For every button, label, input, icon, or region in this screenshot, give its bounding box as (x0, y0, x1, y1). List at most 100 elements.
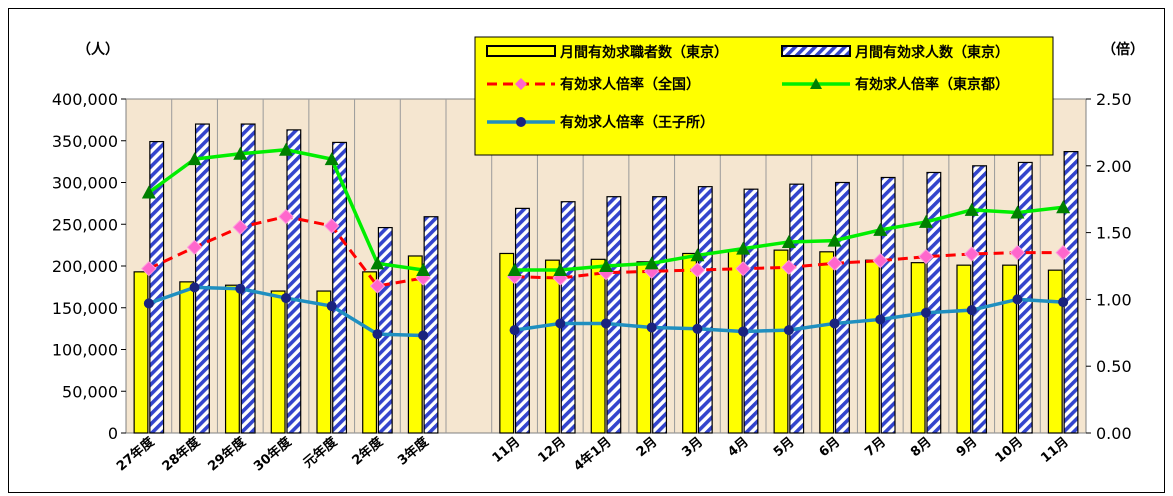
right-axis-tick-label: 0.50 (1096, 357, 1132, 376)
job-seekers-bar (636, 261, 652, 434)
job-offers-bar (972, 165, 988, 434)
tokyo-ratio-marker (736, 241, 751, 255)
oji-ratio-marker (829, 318, 840, 329)
tokyo-ratio-marker (964, 202, 979, 216)
tokyo-ratio-marker (279, 142, 293, 156)
job-seekers-bar (316, 290, 332, 434)
tokyo-ratio-marker (644, 256, 659, 270)
national-ratio-marker (232, 219, 248, 235)
category-label: 4月 (725, 435, 752, 461)
national-ratio-marker (964, 246, 980, 262)
job-seekers-bar (819, 251, 835, 434)
category-label: 9月 (954, 435, 981, 461)
job-offers-bar (514, 207, 530, 434)
national-ratio-marker (872, 252, 888, 269)
oji-ratio-marker (372, 329, 383, 340)
national-ratio-marker (918, 248, 934, 265)
category-label: 10月 (993, 435, 1026, 466)
left-axis-tick-label: 400,000 (52, 90, 118, 109)
category-label: 6月 (817, 435, 844, 461)
oji-ratio-marker (921, 307, 931, 318)
national-ratio-marker (278, 208, 294, 225)
national-ratio-marker (1055, 244, 1071, 261)
oji-ratio-marker (143, 298, 154, 309)
tokyo-ratio-marker (416, 263, 431, 277)
national-ratio-marker (369, 278, 386, 294)
job-seekers-bar (590, 258, 606, 434)
national-ratio-marker (324, 218, 340, 234)
tokyo-ratio-marker (599, 259, 613, 272)
tokyo-ratio-marker (781, 234, 796, 248)
tokyo-ratio-marker (1010, 205, 1025, 219)
job-seekers-bar (362, 271, 378, 434)
right-axis-unit-label: （倍） (1102, 41, 1144, 58)
tokyo-ratio-marker (507, 263, 522, 277)
oji-ratio-marker (509, 325, 520, 336)
job-seekers-bar (270, 290, 286, 434)
national-ratio-marker (826, 255, 843, 272)
job-offers-bar (743, 188, 759, 434)
job-offers-bar (880, 176, 896, 434)
category-label: 8月 (908, 435, 935, 461)
category-label: 2月 (634, 435, 661, 461)
job-offers-bar (240, 123, 256, 434)
category-label: 29年度 (205, 433, 250, 474)
category-label: 30年度 (251, 433, 296, 474)
tokyo-ratio-marker (141, 185, 156, 199)
national-ratio-marker (1009, 244, 1026, 261)
tokyo-ratio-marker (370, 256, 385, 270)
job-offers-bar (286, 129, 302, 434)
job-offers-bar (652, 196, 668, 434)
category-label: 4年1月 (571, 434, 615, 475)
job-seekers-bar (910, 262, 926, 434)
job-seekers-bar (224, 284, 240, 434)
oji-ratio-marker (875, 314, 886, 325)
job-offers-bar (606, 196, 622, 434)
oji-ratio-marker (555, 318, 566, 329)
legend-box (474, 36, 1054, 156)
legend-label: 有効求人倍率（東京都） (855, 76, 1009, 93)
national-ratio-marker (735, 260, 751, 277)
legend-marker-national-ratio (515, 78, 527, 90)
category-label: 5月 (771, 435, 798, 461)
oji-ratio-marker (281, 293, 291, 304)
tokyo-ratio-marker (1056, 200, 1071, 214)
left-axis-tick-label: 250,000 (52, 215, 118, 234)
oji-ratio-marker (692, 323, 703, 334)
national-ratio-marker (781, 259, 797, 276)
job-seekers-bar (499, 252, 515, 434)
right-axis-tick-label: 1.50 (1096, 224, 1132, 243)
job-offers-bar (789, 183, 805, 434)
tokyo-ratio-marker (873, 222, 888, 236)
job-seekers-bar (864, 259, 880, 434)
national-ratio-marker (186, 239, 203, 256)
category-label: 28年度 (159, 433, 204, 474)
oji-ratio-marker (189, 282, 200, 293)
category-label: 3年度 (395, 433, 433, 468)
job-seekers-bar (773, 249, 789, 434)
oji-ratio-marker (326, 301, 337, 312)
job-offers-bar (423, 216, 439, 434)
category-label: 12月 (535, 435, 568, 466)
job-offers-bar (560, 201, 576, 434)
legend-label: 有効求人倍率（王子所） (560, 114, 714, 131)
job-offers-bar (1063, 151, 1079, 434)
left-axis-tick-label: 350,000 (52, 132, 118, 151)
left-axis-tick-label: 300,000 (52, 174, 118, 193)
category-label: 2年度 (349, 433, 387, 468)
job-seekers-bar (544, 259, 560, 434)
tokyo-ratio-marker (827, 233, 842, 247)
job-seekers-bar (682, 252, 698, 434)
oji-ratio-marker (783, 325, 794, 336)
job-offers-bar (834, 181, 850, 434)
right-axis-tick-label: 2.50 (1096, 90, 1132, 109)
employment-ratio-chart: 0 50,000 100,000 150,000 200,000 250,000 300,0… (52, 36, 1144, 475)
job-offers-bar (332, 141, 348, 434)
right-axis-tick-label: 2.00 (1096, 157, 1132, 176)
left-axis-tick-label: 0 (108, 424, 118, 443)
oji-ratio-marker (418, 330, 429, 341)
oji-ratio-marker (646, 322, 657, 333)
legend-marker-tokyo-ratio (810, 78, 822, 89)
legend-swatch-job-offers (781, 45, 851, 57)
job-offers-bar (194, 123, 210, 434)
